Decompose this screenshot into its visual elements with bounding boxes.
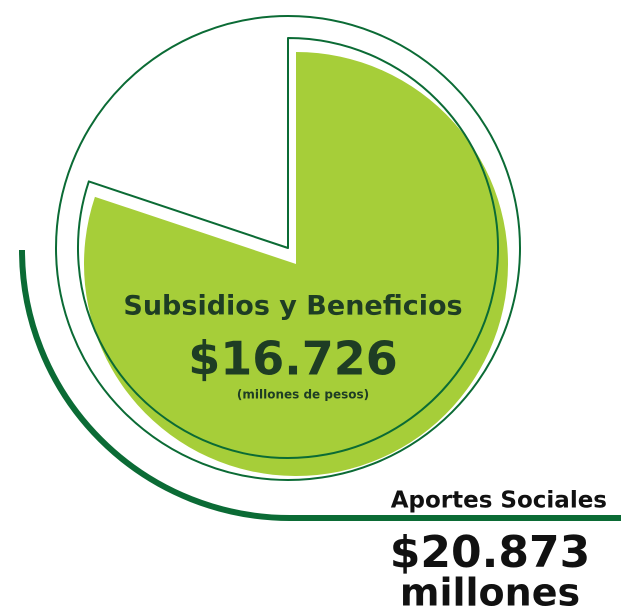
category-label: Subsidios y Beneficios <box>123 291 462 322</box>
unit-label: (millones de pesos) <box>237 388 369 402</box>
marks <box>19 15 621 521</box>
total-unit-label: millones <box>400 571 580 613</box>
sector-outline <box>77 37 499 459</box>
total-label: Aportes Sociales <box>391 488 607 514</box>
total-value-label: $20.873 <box>390 527 590 578</box>
value-label: $16.726 <box>188 332 398 386</box>
sector-fill <box>84 52 509 476</box>
total-circle <box>55 15 521 481</box>
total-arc <box>19 249 621 521</box>
